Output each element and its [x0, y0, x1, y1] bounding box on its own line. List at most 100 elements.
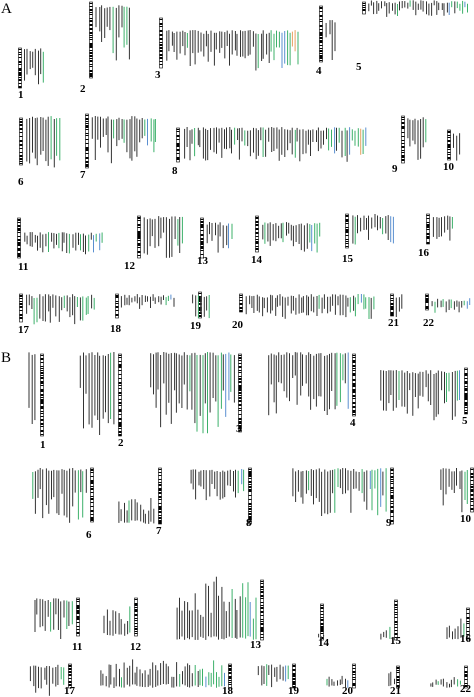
marks — [184, 127, 367, 162]
ideogram — [255, 215, 259, 253]
chromosome-a-17: 17 — [18, 293, 95, 336]
chromosome-a-5: 5 — [356, 0, 468, 73]
ideogram — [200, 217, 204, 259]
chromosome-b-2: 2 — [79, 352, 124, 449]
chromosome-a-22: 22 — [423, 293, 471, 329]
ideogram — [470, 467, 474, 513]
marks — [430, 677, 461, 688]
chromosome-label: 22 — [460, 683, 472, 695]
marks — [326, 675, 349, 688]
ideogram — [260, 579, 264, 641]
ideogram — [19, 293, 23, 323]
chromosome-label: 19 — [190, 320, 202, 332]
marks — [318, 633, 325, 640]
ideogram — [76, 597, 80, 637]
chromosome-label: 3 — [155, 69, 161, 81]
marks — [440, 468, 468, 513]
ideogram — [19, 117, 23, 166]
chromosome-a-10: 10 — [443, 129, 461, 173]
ideogram — [464, 367, 468, 415]
marks — [26, 116, 61, 168]
chromosome-b-15: 15 — [380, 599, 402, 647]
ideogram — [137, 215, 141, 259]
ideogram — [85, 113, 89, 169]
ideogram — [17, 217, 21, 259]
chromosome-label: 13 — [250, 639, 262, 651]
marks — [32, 468, 87, 523]
chromosome-label: 10 — [443, 161, 455, 173]
chromosome-b-12: 12 — [103, 597, 142, 653]
chromosome-b-9: 9 — [292, 467, 394, 529]
chromosome-label: 15 — [390, 635, 402, 647]
marks — [395, 294, 403, 317]
chromosome-label: 14 — [318, 637, 330, 649]
chromosome-label: 10 — [460, 513, 472, 525]
chromosome-a-12: 12 — [124, 215, 183, 272]
marks — [431, 298, 471, 313]
marks — [380, 370, 460, 421]
marks — [100, 659, 225, 688]
ideogram — [176, 127, 180, 163]
ideogram — [198, 291, 202, 319]
marks — [26, 294, 95, 325]
marks — [91, 116, 156, 164]
chromosome-label: 5 — [356, 61, 362, 73]
chromosome-label: 20 — [342, 685, 354, 697]
marks — [325, 20, 336, 60]
marks — [24, 48, 44, 85]
marks — [257, 664, 289, 688]
chromosome-label: 11 — [72, 641, 82, 653]
chromosome-a-7: 7 — [80, 113, 156, 181]
marks — [103, 606, 131, 636]
ideogram — [396, 665, 400, 689]
marks — [28, 352, 36, 424]
chromosome-b-4: 4 — [268, 352, 356, 429]
chromosome-a-11: 11 — [17, 217, 103, 273]
ideogram — [248, 467, 252, 525]
chromosome-a-14: 14 — [251, 215, 321, 266]
chromosome-a-9: 9 — [392, 115, 427, 175]
ideogram — [18, 47, 22, 89]
ideogram — [158, 467, 162, 525]
chromosome-label: 8 — [172, 165, 178, 177]
chromosome-label: 4 — [316, 65, 322, 77]
marks — [166, 30, 299, 71]
ideogram — [352, 353, 356, 417]
chromosome-b-18: 18 — [100, 659, 234, 697]
marks — [407, 117, 427, 160]
marks — [446, 618, 465, 640]
marks — [143, 216, 183, 258]
marks — [292, 468, 387, 516]
chromosome-b-7: 7 — [118, 467, 162, 537]
chromosome-label: 4 — [350, 417, 356, 429]
ideogram — [118, 353, 122, 437]
chromosome-b-8: 8 — [190, 467, 252, 529]
chromosome-label: 8 — [246, 517, 252, 529]
chromosome-b-6: 6 — [32, 467, 94, 541]
chromosome-label: 13 — [197, 255, 209, 267]
marks — [190, 469, 245, 501]
chromosome-b-14: 14 — [318, 603, 330, 649]
chromosome-b-10: 10 — [440, 467, 474, 525]
ideogram — [362, 1, 366, 15]
marks — [29, 664, 65, 696]
marks — [206, 222, 233, 253]
chromosome-a-1: 1 — [18, 47, 44, 101]
chromosome-b-5: 5 — [380, 367, 468, 427]
chromosome-label: 6 — [18, 176, 24, 188]
marks — [245, 294, 375, 319]
ideogram — [319, 5, 323, 63]
chromosome-label: 15 — [342, 253, 354, 265]
chromosome-label: 16 — [460, 633, 472, 645]
marks — [368, 0, 468, 17]
chromosome-a-20: 20 — [232, 293, 375, 331]
ideogram — [90, 467, 94, 523]
chromosome-label: 1 — [18, 89, 24, 101]
marks — [453, 133, 461, 161]
chromosome-label: 22 — [423, 317, 435, 329]
chromosome-label: 7 — [80, 169, 86, 181]
chromosome-label: 7 — [156, 525, 162, 537]
chromosome-label: 17 — [64, 685, 76, 697]
chromosome-label: 11 — [18, 261, 28, 273]
